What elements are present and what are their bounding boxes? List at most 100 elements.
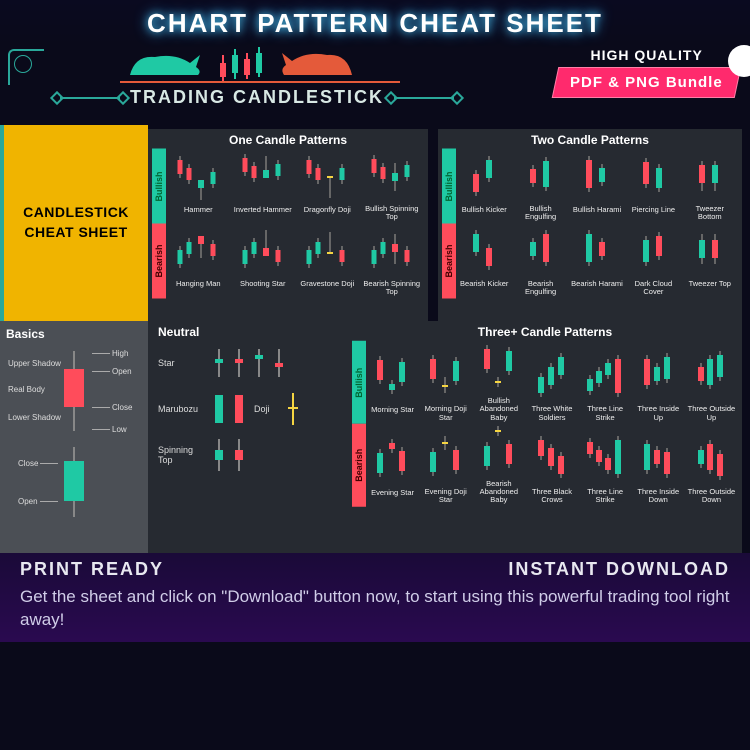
pattern-cell: Tweezer Top	[682, 224, 738, 299]
pattern-cell: Three Black Crows	[525, 424, 578, 507]
pattern-label: Bearish Spinning Top	[362, 280, 423, 297]
ornament-right-icon	[394, 97, 454, 99]
pattern-label: Shooting Star	[240, 280, 285, 296]
page-title: CHART PATTERN CHEAT SHEET	[0, 0, 750, 45]
pattern-label: Evening Doji Star	[421, 488, 470, 505]
pattern-label: Tweezer Bottom	[684, 205, 736, 222]
pattern-cell: Three Line Strike	[579, 424, 632, 507]
bottom-panels: Basics Upper Shadow Real Body Lower Shad…	[0, 321, 742, 553]
neutral-spinning-row: Spinning Top	[158, 437, 342, 473]
footer: PRINT READY INSTANT DOWNLOAD Get the she…	[0, 553, 750, 642]
pattern-cell: Bearish Abandoned Baby	[472, 424, 525, 507]
pattern-cell: Morning Star	[366, 341, 419, 424]
pattern-label: Bearish Abandoned Baby	[474, 480, 523, 505]
pattern-label: Tweezer Top	[689, 280, 731, 296]
pattern-label: Dragonfly Doji	[304, 206, 351, 222]
pattern-cell: Three White Soldiers	[525, 341, 578, 424]
pattern-cell: Bullish Harami	[569, 149, 625, 224]
yellow-title-box: CANDLESTICK CHEAT SHEET	[0, 125, 148, 321]
pattern-label: Piercing Line	[632, 206, 675, 222]
one-candle-grid: Hammer Inverted Hammer Dragonfly Doji Bu…	[166, 149, 424, 298]
footer-cta: Get the sheet and click on "Download" bu…	[20, 586, 730, 632]
pattern-cell: Bearish Kicker	[456, 224, 512, 299]
pattern-label: Three Line Strike	[581, 488, 630, 505]
footer-print-ready: PRINT READY	[20, 559, 164, 580]
pattern-label: Morning Star	[371, 406, 414, 422]
pattern-cell: Three Inside Down	[632, 424, 685, 507]
pattern-cell: Bearish Harami	[569, 224, 625, 299]
pattern-cell: Bearish Engulfing	[512, 224, 568, 299]
yellow-line1: CANDLESTICK	[23, 203, 129, 223]
pattern-cell: Hammer	[166, 149, 231, 224]
pattern-label: Three Black Crows	[527, 488, 576, 505]
three-candle-grid: Morning Star Morning Doji Star Bullish A…	[366, 341, 738, 507]
bundle-badge: PDF & PNG Bundle	[552, 67, 741, 98]
two-candle-grid: Bullish Kicker Bullish Engulfing Bullish…	[456, 149, 738, 298]
pattern-cell: Bullish Kicker	[456, 149, 512, 224]
neutral-star-row: Star	[158, 345, 342, 381]
pattern-label: Bearish Engulfing	[514, 280, 566, 297]
bull-icon	[120, 45, 210, 83]
pattern-label: Bearish Harami	[571, 280, 623, 296]
pattern-label: Three Outside Down	[687, 488, 736, 505]
pattern-label: Three White Soldiers	[527, 405, 576, 422]
one-candle-section: One Candle Patterns Bullish Bearish Hamm…	[148, 129, 428, 321]
pattern-label: Dark Cloud Cover	[627, 280, 679, 297]
three-candle-title: Three+ Candle Patterns	[352, 325, 738, 339]
pattern-cell: Inverted Hammer	[231, 149, 296, 224]
pattern-label: Bearish Kicker	[460, 280, 508, 296]
bear-icon	[272, 45, 362, 83]
pattern-cell: Hanging Man	[166, 224, 231, 299]
pattern-cell: Three Line Strike	[579, 341, 632, 424]
top-panels: One Candle Patterns Bullish Bearish Hamm…	[148, 125, 742, 321]
pattern-cell: Bullish Engulfing	[512, 149, 568, 224]
neutral-panel: Neutral Star Marubozu Doji Spinning Top	[148, 321, 348, 553]
pattern-cell: Piercing Line	[625, 149, 681, 224]
pattern-label: Inverted Hammer	[234, 206, 292, 222]
pattern-label: Bullish Harami	[573, 206, 621, 222]
pattern-label: Bullish Abandoned Baby	[474, 397, 523, 422]
pattern-cell: Tweezer Bottom	[682, 149, 738, 224]
three-candle-section: Three+ Candle Patterns Bullish Bearish M…	[348, 321, 742, 553]
ornament-icon	[8, 49, 44, 85]
pattern-cell: Morning Doji Star	[419, 341, 472, 424]
pattern-cell: Bullish Spinning Top	[360, 149, 425, 224]
quality-badge: HIGH QUALITY PDF & PNG Bundle	[555, 47, 738, 98]
bear-underline	[120, 81, 400, 83]
pattern-cell: Dragonfly Doji	[295, 149, 360, 224]
pattern-label: Hammer	[184, 206, 213, 222]
basics-red-candle: Upper Shadow Real Body Lower Shadow High…	[6, 347, 142, 437]
pattern-cell: Bearish Spinning Top	[360, 224, 425, 299]
pattern-cell: Evening Star	[366, 424, 419, 507]
two-side-labels: Bullish Bearish	[442, 149, 456, 298]
pattern-cell: Dark Cloud Cover	[625, 224, 681, 299]
yellow-line2: CHEAT SHEET	[24, 223, 127, 243]
pattern-label: Three Outside Up	[687, 405, 736, 422]
bullish-label: Bullish	[152, 149, 166, 224]
trading-banner: TRADING CANDLESTICK	[60, 87, 454, 108]
pattern-label: Evening Star	[371, 489, 414, 505]
pattern-cell: Three Inside Up	[632, 341, 685, 424]
one-candle-title: One Candle Patterns	[152, 133, 424, 147]
pattern-cell: Shooting Star	[231, 224, 296, 299]
bearish-label: Bearish	[152, 224, 166, 299]
pattern-label: Three Line Strike	[581, 405, 630, 422]
footer-instant-download: INSTANT DOWNLOAD	[508, 559, 730, 580]
neutral-marubozu-doji-row: Marubozu Doji	[158, 391, 342, 427]
pattern-label: Bullish Kicker	[462, 206, 507, 222]
pattern-label: Hanging Man	[176, 280, 221, 296]
animals-row	[120, 45, 362, 83]
basics-panel: Basics Upper Shadow Real Body Lower Shad…	[0, 321, 148, 553]
pattern-label: Three Inside Up	[634, 405, 683, 422]
main-grid: CANDLESTICK CHEAT SHEET One Candle Patte…	[0, 125, 750, 553]
header-region: TRADING CANDLESTICK HIGH QUALITY PDF & P…	[0, 45, 750, 125]
two-candle-section: Two Candle Patterns Bullish Bearish Bull…	[438, 129, 742, 321]
pattern-cell: Bullish Abandoned Baby	[472, 341, 525, 424]
ornament-left-icon	[60, 97, 120, 99]
pattern-label: Bullish Spinning Top	[362, 205, 423, 222]
candle-bars-icon	[216, 45, 266, 83]
pattern-cell: Gravestone Doji	[295, 224, 360, 299]
neutral-title: Neutral	[158, 325, 342, 339]
two-candle-title: Two Candle Patterns	[442, 133, 738, 147]
high-quality-label: HIGH QUALITY	[555, 47, 738, 63]
